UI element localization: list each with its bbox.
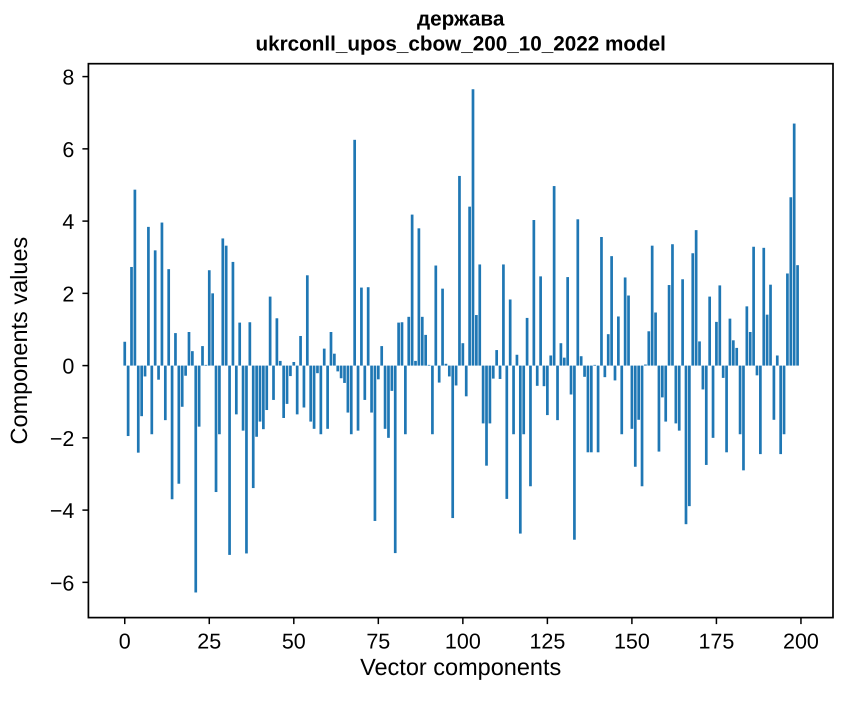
svg-text:75: 75 (366, 630, 390, 654)
svg-text:25: 25 (197, 630, 221, 654)
svg-text:8: 8 (62, 66, 74, 90)
svg-text:4: 4 (62, 210, 74, 234)
svg-text:Vector components: Vector components (360, 654, 561, 680)
svg-text:держава: держава (417, 8, 505, 31)
svg-text:175: 175 (698, 630, 734, 654)
svg-text:Components values: Components values (6, 237, 32, 445)
svg-text:6: 6 (62, 138, 74, 162)
svg-text:2: 2 (62, 282, 74, 306)
svg-text:200: 200 (783, 630, 819, 654)
svg-text:0: 0 (119, 630, 131, 654)
svg-text:−4: −4 (50, 499, 75, 523)
svg-text:−2: −2 (50, 427, 75, 451)
svg-text:50: 50 (282, 630, 306, 654)
svg-text:0: 0 (62, 355, 74, 379)
svg-text:−6: −6 (50, 571, 75, 595)
svg-text:150: 150 (614, 630, 650, 654)
svg-text:100: 100 (445, 630, 481, 654)
svg-text:125: 125 (529, 630, 565, 654)
svg-text:ukrconll_upos_cbow_200_10_2022: ukrconll_upos_cbow_200_10_2022 model (255, 33, 666, 56)
